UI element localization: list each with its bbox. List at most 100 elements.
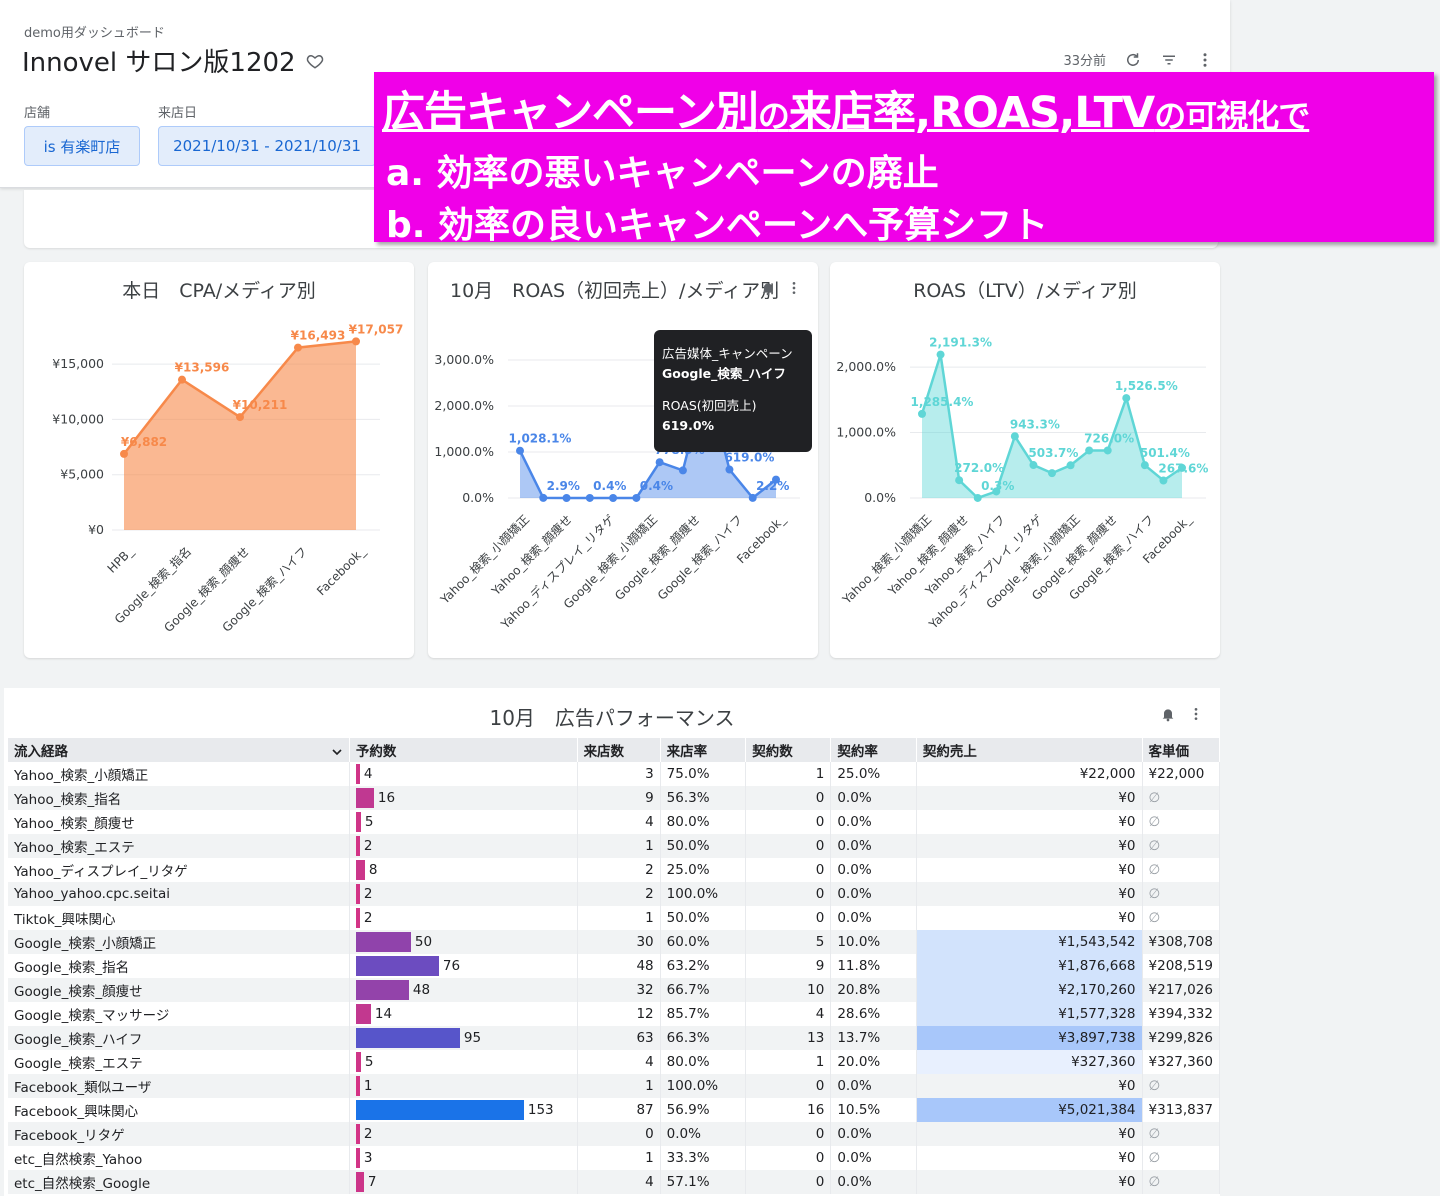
reservation-bar	[355, 812, 361, 832]
sort-chevron-down-icon[interactable]	[331, 746, 343, 758]
cell-reservations: 76	[349, 954, 578, 978]
cell-unit-price: ∅	[1142, 906, 1221, 930]
data-label: 1,028.1%	[509, 432, 572, 446]
data-point	[120, 449, 128, 458]
cell-visits: 0	[577, 1122, 661, 1146]
cell-unit-price: ∅	[1142, 786, 1221, 810]
cell-visit-rate: 60.0%	[660, 930, 747, 954]
cell-contract-sales: ¥0	[916, 834, 1143, 858]
table-row[interactable]: Google_検索_小顔矯正 50 30 60.0% 5 10.0% ¥1,543,542 ¥…	[8, 930, 1221, 954]
col-header-contract-sales[interactable]: 契約売上	[916, 738, 1143, 762]
banner-headline-b: の	[757, 97, 790, 135]
roas-ltv-chart[interactable]: 0.0% 1,000.0% 2,000.0% 1,285.4% 2,191.3% 272.…	[830, 262, 1220, 658]
table-more-vert-icon[interactable]	[1188, 706, 1204, 722]
data-point	[655, 458, 664, 467]
col-header-contracts[interactable]: 契約数	[745, 738, 832, 762]
cell-unit-price: ∅	[1142, 834, 1221, 858]
date-range-picker[interactable]: 2021/10/31 - 2021/10/31	[158, 126, 376, 166]
reservation-value: 5	[364, 814, 374, 830]
table-row[interactable]: Yahoo_検索_小顔矯正 4 3 75.0% 1 25.0% ¥22,000 ¥22,000	[8, 762, 1221, 786]
y-tick-label: ¥5,000	[60, 467, 104, 482]
col-header-reservations[interactable]: 予約数	[349, 738, 578, 762]
reservation-value: 1	[363, 1078, 373, 1094]
data-label: 2,191.3%	[929, 336, 992, 350]
cell-source: Yahoo_yahoo.cpc.seitai	[8, 882, 350, 906]
cell-contract-rate: 10.5%	[830, 1098, 917, 1122]
cell-contract-sales: ¥1,543,542	[916, 930, 1143, 954]
cell-unit-price: ¥327,360	[1142, 1050, 1221, 1074]
cell-contract-rate: 25.0%	[830, 762, 917, 786]
table-row[interactable]: Yahoo_検索_エステ 2 1 50.0% 0 0.0% ¥0 ∅	[8, 834, 1221, 858]
favorite-heart-icon[interactable]	[306, 52, 324, 70]
data-point	[1140, 461, 1149, 470]
col-header-contract-rate[interactable]: 契約率	[830, 738, 917, 762]
table-row[interactable]: Yahoo_検索_顔痩せ 5 4 80.0% 0 0.0% ¥0 ∅	[8, 810, 1221, 834]
more-vert-icon[interactable]	[1196, 51, 1214, 69]
cell-contract-rate: 0.0%	[830, 834, 917, 858]
refresh-icon[interactable]	[1124, 51, 1142, 69]
data-point	[1066, 461, 1075, 470]
table-row[interactable]: Google_検索_顔痩せ 48 32 66.7% 10 20.8% ¥2,170,260 ¥…	[8, 978, 1221, 1002]
table-row[interactable]: Yahoo_yahoo.cpc.seitai 2 2 100.0% 0 0.0% ¥0 ∅	[8, 882, 1221, 906]
cell-reservations: 5	[349, 810, 578, 834]
cell-visits: 3	[577, 762, 661, 786]
cell-source: Yahoo_検索_小顔矯正	[8, 762, 350, 786]
col-header-visits[interactable]: 来店数	[577, 738, 661, 762]
col-header-visit-rate[interactable]: 来店率	[660, 738, 747, 762]
table-row[interactable]: Google_検索_ハイフ 95 63 66.3% 13 13.7% ¥3,897,738 ¥…	[8, 1026, 1221, 1050]
reservation-value: 48	[412, 982, 431, 998]
table-row[interactable]: Yahoo_検索_指名 16 9 56.3% 0 0.0% ¥0 ∅	[8, 786, 1221, 810]
store-filter-label: 店舗	[24, 106, 51, 121]
col-header-unit-price[interactable]: 客単価	[1142, 738, 1221, 762]
alert-bell-icon[interactable]	[760, 280, 776, 296]
x-tick-label: HPB_	[105, 544, 137, 576]
table-row[interactable]: Facebook_興味関心 153 87 56.9% 16 10.5% ¥5,021,384…	[8, 1098, 1221, 1122]
table-row[interactable]: etc_自然検索_Yahoo 3 1 33.3% 0 0.0% ¥0 ∅	[8, 1146, 1221, 1170]
y-tick-label: 2,000.0%	[434, 398, 494, 413]
reservation-bar	[355, 1076, 360, 1096]
table-row[interactable]: Google_検索_エステ 5 4 80.0% 1 20.0% ¥327,360 ¥327,3…	[8, 1050, 1221, 1074]
cell-visit-rate: 100.0%	[660, 882, 747, 906]
reservation-bar	[355, 1124, 360, 1144]
table-card-icons	[1160, 706, 1204, 722]
cell-unit-price: ∅	[1142, 1170, 1221, 1194]
reservation-bar	[355, 884, 360, 904]
data-label: ¥13,596	[175, 361, 230, 375]
cell-source: Google_検索_ハイフ	[8, 1026, 350, 1050]
reservation-value: 2	[363, 910, 373, 926]
cell-contract-sales: ¥2,170,260	[916, 978, 1143, 1002]
y-tick-label: 0.0%	[462, 490, 494, 505]
roas-first-chart[interactable]: 0.0% 1,000.0% 2,000.0% 3,000.0% 1,028.1% 2.9%…	[428, 262, 818, 658]
cell-contracts: 0	[745, 1122, 832, 1146]
table-row[interactable]: Facebook_リタゲ 2 0 0.0% 0 0.0% ¥0 ∅	[8, 1122, 1221, 1146]
table-row[interactable]: Google_検索_マッサージ 14 12 85.7% 4 28.6% ¥1,577,328…	[8, 1002, 1221, 1026]
store-filter-chip[interactable]: is 有楽町店	[24, 126, 140, 166]
cell-contract-sales: ¥0	[916, 1122, 1143, 1146]
reservation-bar	[355, 932, 411, 952]
table-row[interactable]: Facebook_類似ユーザ 1 1 100.0% 0 0.0% ¥0 ∅	[8, 1074, 1221, 1098]
data-label: 1,285.4%	[911, 395, 974, 409]
table-row[interactable]: Google_検索_指名 76 48 63.2% 9 11.8% ¥1,876,668 ¥20…	[8, 954, 1221, 978]
reservation-bar	[355, 1172, 364, 1192]
cell-contract-rate: 0.0%	[830, 1074, 917, 1098]
data-label: 726.0%	[1084, 431, 1134, 445]
table-row[interactable]: etc_自然検索_Google 7 4 57.1% 0 0.0% ¥0 ∅	[8, 1170, 1221, 1194]
chart-more-vert-icon[interactable]	[786, 280, 802, 296]
filter-icon[interactable]	[1160, 51, 1178, 69]
chart-card-icons	[760, 280, 802, 296]
cell-visits: 32	[577, 978, 661, 1002]
banner-point-b: b. 効率の良いキャンペーンへ予算シフト	[386, 205, 1049, 246]
table-row[interactable]: Yahoo_ディスプレイ_リタゲ 8 2 25.0% 0 0.0% ¥0 ∅	[8, 858, 1221, 882]
table-alert-bell-icon[interactable]	[1160, 706, 1176, 722]
date-filter-label: 来店日	[158, 106, 198, 121]
cell-reservations: 8	[349, 858, 578, 882]
col-header-source[interactable]: 流入経路	[8, 738, 350, 762]
cpa-chart-card: 本日 CPA/メディア別 ¥0 ¥5,000 ¥10,000 ¥15,000 ¥6,88…	[24, 262, 414, 658]
reservation-bar	[355, 980, 409, 1000]
reservation-value: 5	[364, 1054, 374, 1070]
cell-visits: 12	[577, 1002, 661, 1026]
cpa-chart[interactable]: ¥0 ¥5,000 ¥10,000 ¥15,000 ¥6,882 ¥13,596 ¥10,2…	[24, 262, 414, 658]
cell-contract-sales: ¥0	[916, 1170, 1143, 1194]
cell-source: Google_検索_小顔矯正	[8, 930, 350, 954]
table-row[interactable]: Tiktok_興味関心 2 1 50.0% 0 0.0% ¥0 ∅	[8, 906, 1221, 930]
